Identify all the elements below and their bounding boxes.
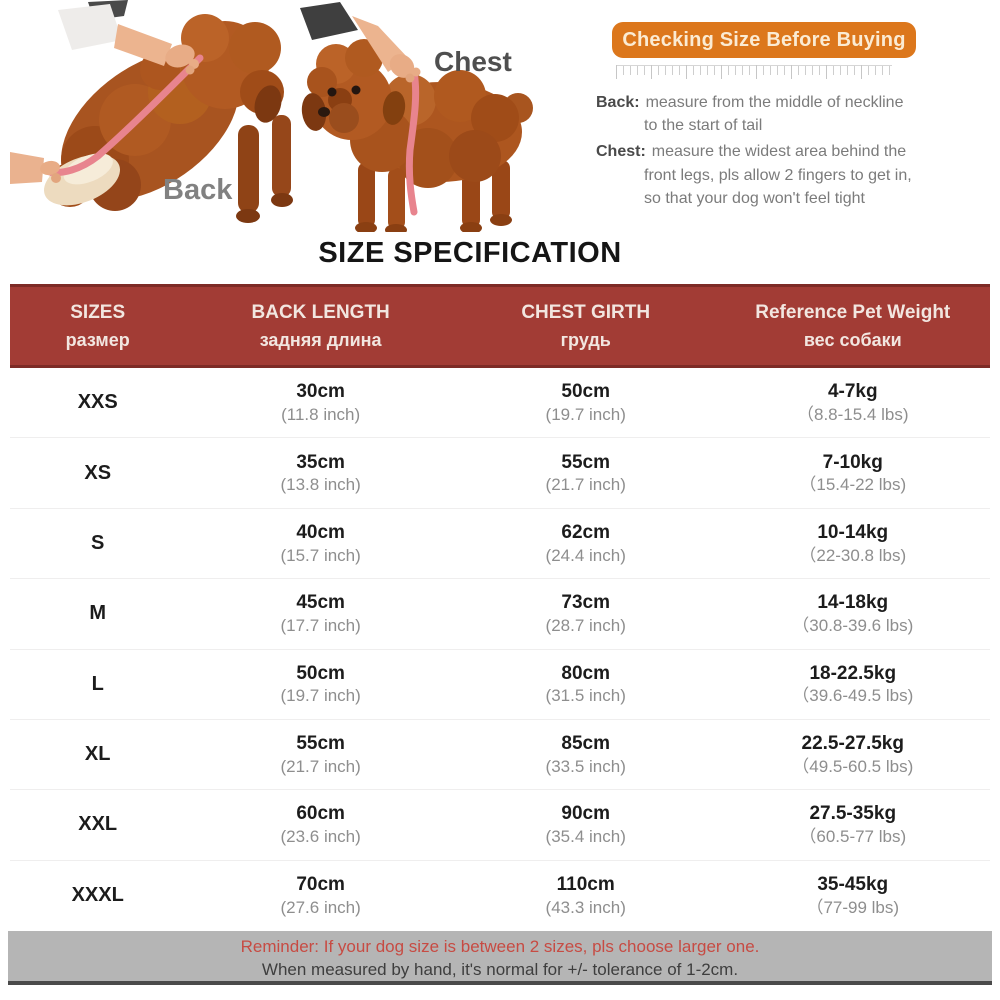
size-table-row: XS 35cm (13.8 inch) 55cm (21.7 inch) 7-10k… (10, 438, 990, 509)
chest-photo-label: Chest (434, 46, 512, 77)
back-length-cell: 30cm (11.8 inch) (281, 381, 361, 424)
chest-girth-cell: 55cm (21.7 inch) (545, 451, 626, 495)
back-length-cell: 40cm (15.7 inch) (280, 521, 361, 565)
weight-cell: 14-18kg （30.8-39.6 lbs) (792, 592, 914, 636)
back-instruction-line: Back: measure from the middle of neckline (596, 94, 904, 111)
size-table-row: XXXL 70cm (27.6 inch) 110cm (43.3 inch) 35… (10, 861, 990, 930)
back-length-cell: 70cm (27.6 inch) (280, 873, 361, 917)
chest-girth-cell: 80cm (31.5 inch) (545, 662, 626, 706)
header-pet-weight: Reference Pet Weight вес собаки (755, 301, 951, 350)
back-length-cell: 60cm (23.6 inch) (280, 803, 361, 847)
chest-girth-cell: 73cm (28.7 inch) (545, 592, 626, 636)
back-term: Back: (596, 94, 640, 111)
size-cell: XS (84, 461, 112, 484)
size-table-row: L 50cm (19.7 inch) 80cm (31.5 inch) 18-22.… (10, 650, 990, 720)
header-chest-girth: CHEST GIRTH грудь (521, 301, 651, 350)
chest-girth-cell: 62cm (24.4 inch) (545, 521, 626, 565)
reminder-text: Reminder: If your dog size is between 2 … (240, 937, 760, 956)
size-table-body: XXS 30cm (11.8 inch) 50cm (19.7 inch) 4-7k… (10, 368, 990, 930)
chest-girth-cell: 110cm (43.3 inch) (545, 873, 626, 917)
back-length-cell: 45cm (17.7 inch) (280, 592, 361, 636)
tolerance-text: When measured by hand, it's normal for +… (261, 960, 739, 979)
measuring-instructions: Back: measure from the middle of neckline… (596, 91, 994, 210)
weight-cell: 7-10kg （15.4-22 lbs) (799, 451, 907, 495)
chest-girth-cell: 90cm (35.4 inch) (545, 803, 626, 847)
ruler-icon (616, 65, 892, 82)
weight-cell: 22.5-27.5kg （49.5-60.5 lbs) (792, 733, 914, 776)
chest-term: Chest: (596, 143, 646, 161)
checking-size-banner: Checking Size Before Buying (612, 22, 916, 58)
back-length-cell: 35cm (13.8 inch) (280, 451, 361, 495)
weight-cell: 10-14kg （22-30.8 lbs) (799, 521, 907, 565)
weight-cell: 27.5-35kg （60.5-77 lbs) (799, 803, 907, 847)
measuring-guide-panel: Checking Size Before Buying Back: measure… (596, 22, 994, 210)
chest-instruction-line: Chest: measure the widest area behind the (596, 143, 907, 161)
back-instruction-line: to the start of tail (644, 117, 763, 135)
reminder-banner: Reminder: If your dog size is between 2 … (8, 931, 992, 985)
chest-girth-cell: 85cm (33.5 inch) (545, 733, 626, 776)
chest-girth-cell: 50cm (19.7 inch) (545, 381, 626, 424)
dog-chest-measure-photo (300, 2, 533, 232)
back-photo-label: Back (163, 174, 233, 206)
size-cell: S (91, 531, 105, 554)
size-cell: L (91, 672, 104, 695)
back-length-cell: 55cm (21.7 inch) (280, 733, 361, 776)
size-table-row: XXL 60cm (23.6 inch) 90cm (35.4 inch) 27.5… (10, 790, 990, 861)
weight-cell: 18-22.5kg （39.6-49.5 lbs) (792, 662, 914, 706)
weight-cell: 4-7kg （8.8-15.4 lbs) (797, 381, 909, 424)
size-table-row: XL 55cm (21.7 inch) 85cm (33.5 inch) 22.5-… (10, 720, 990, 791)
size-specification-title: SIZE SPECIFICATION (318, 237, 622, 269)
size-cell: M (89, 602, 107, 625)
size-cell: XXS (77, 391, 118, 414)
dog-back-measure-photo (10, 0, 293, 223)
size-table-row: M 45cm (17.7 inch) 73cm (28.7 inch) 14-18k… (10, 579, 990, 650)
size-table-row: XXS 30cm (11.8 inch) 50cm (19.7 inch) 4-7k… (10, 368, 990, 439)
size-cell: XXXL (71, 883, 124, 906)
header-sizes: SIZES размер (65, 301, 130, 350)
weight-cell: 35-45kg （77-99 lbs) (806, 873, 900, 917)
size-cell: XXL (78, 813, 118, 836)
size-table-header: SIZES размер BACK LENGTH задняя длина CH… (10, 284, 990, 368)
chest-instruction-line: so that your dog won't feel tight (644, 189, 865, 207)
size-table-row: S 40cm (15.7 inch) 62cm (24.4 inch) 10-14k… (10, 509, 990, 580)
chest-instruction-line: front legs, pls allow 2 fingers to get i… (644, 166, 912, 184)
size-cell: XL (84, 743, 111, 766)
header-back-length: BACK LENGTH задняя длина (251, 301, 390, 350)
back-length-cell: 50cm (19.7 inch) (280, 662, 361, 706)
